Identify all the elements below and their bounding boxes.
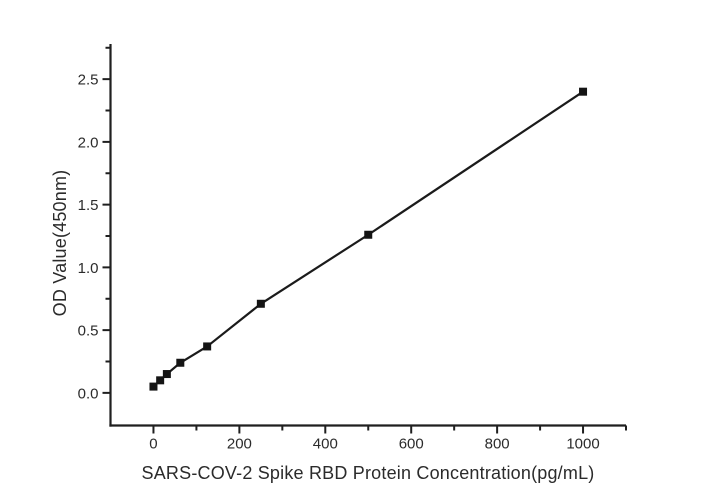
plot-area: 0 200 400 600 800 1000 0.0 0.5 1.0 1.5 2.0 2.5 <box>78 44 627 453</box>
y-tick-label: 1.5 <box>78 197 99 214</box>
data-point-marker <box>579 87 588 96</box>
data-point-marker <box>256 299 265 308</box>
y-tick-label: 1.0 <box>78 260 99 277</box>
data-point-marker <box>149 382 158 391</box>
x-axis-title: SARS-COV-2 Spike RBD Protein Concentrati… <box>142 463 595 483</box>
data-point-marker <box>162 370 171 379</box>
data-point-marker <box>203 342 212 351</box>
x-tick-label: 400 <box>313 436 338 453</box>
y-tick-label: 2.0 <box>78 134 99 151</box>
y-axis-title: OD Value(450nm) <box>50 170 70 317</box>
x-tick-label: 1000 <box>566 436 599 453</box>
x-tick-label: 200 <box>227 436 252 453</box>
data-point-marker <box>176 358 185 367</box>
x-tick-label: 600 <box>399 436 424 453</box>
x-tick-label: 800 <box>485 436 510 453</box>
y-tick-label: 0.0 <box>78 385 99 402</box>
x-tick-label: 0 <box>149 436 157 453</box>
series-line <box>152 90 585 388</box>
y-tick-label: 2.5 <box>78 72 99 89</box>
data-point-marker <box>364 230 373 239</box>
data-point-marker <box>156 376 165 385</box>
y-tick-label: 0.5 <box>78 323 99 340</box>
